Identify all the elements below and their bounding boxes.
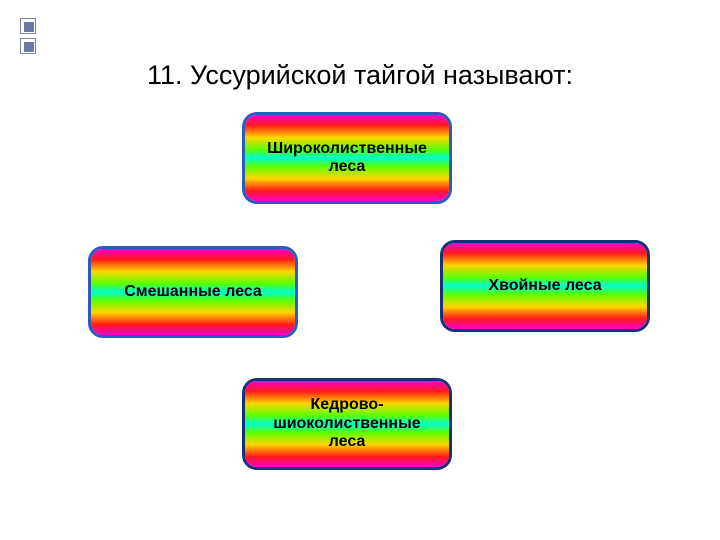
option-mixed[interactable]: Смешанные леса bbox=[88, 246, 298, 338]
option-cedar[interactable]: Кедрово- шиоколиственные леса bbox=[242, 378, 452, 470]
question-title: 11. Уссурийской тайгой называют: bbox=[0, 60, 720, 91]
option-label: Кедрово- шиоколиственные леса bbox=[273, 396, 420, 451]
option-broadleaf[interactable]: Широколиственные леса bbox=[242, 112, 452, 204]
option-label: Хвойные леса bbox=[488, 277, 601, 295]
option-label: Широколиственные леса bbox=[267, 140, 427, 177]
bullet-list bbox=[20, 18, 36, 54]
bullet-square-icon bbox=[20, 38, 36, 54]
bullet-square-icon bbox=[20, 18, 36, 34]
option-coniferous[interactable]: Хвойные леса bbox=[440, 240, 650, 332]
option-label: Смешанные леса bbox=[124, 283, 262, 301]
